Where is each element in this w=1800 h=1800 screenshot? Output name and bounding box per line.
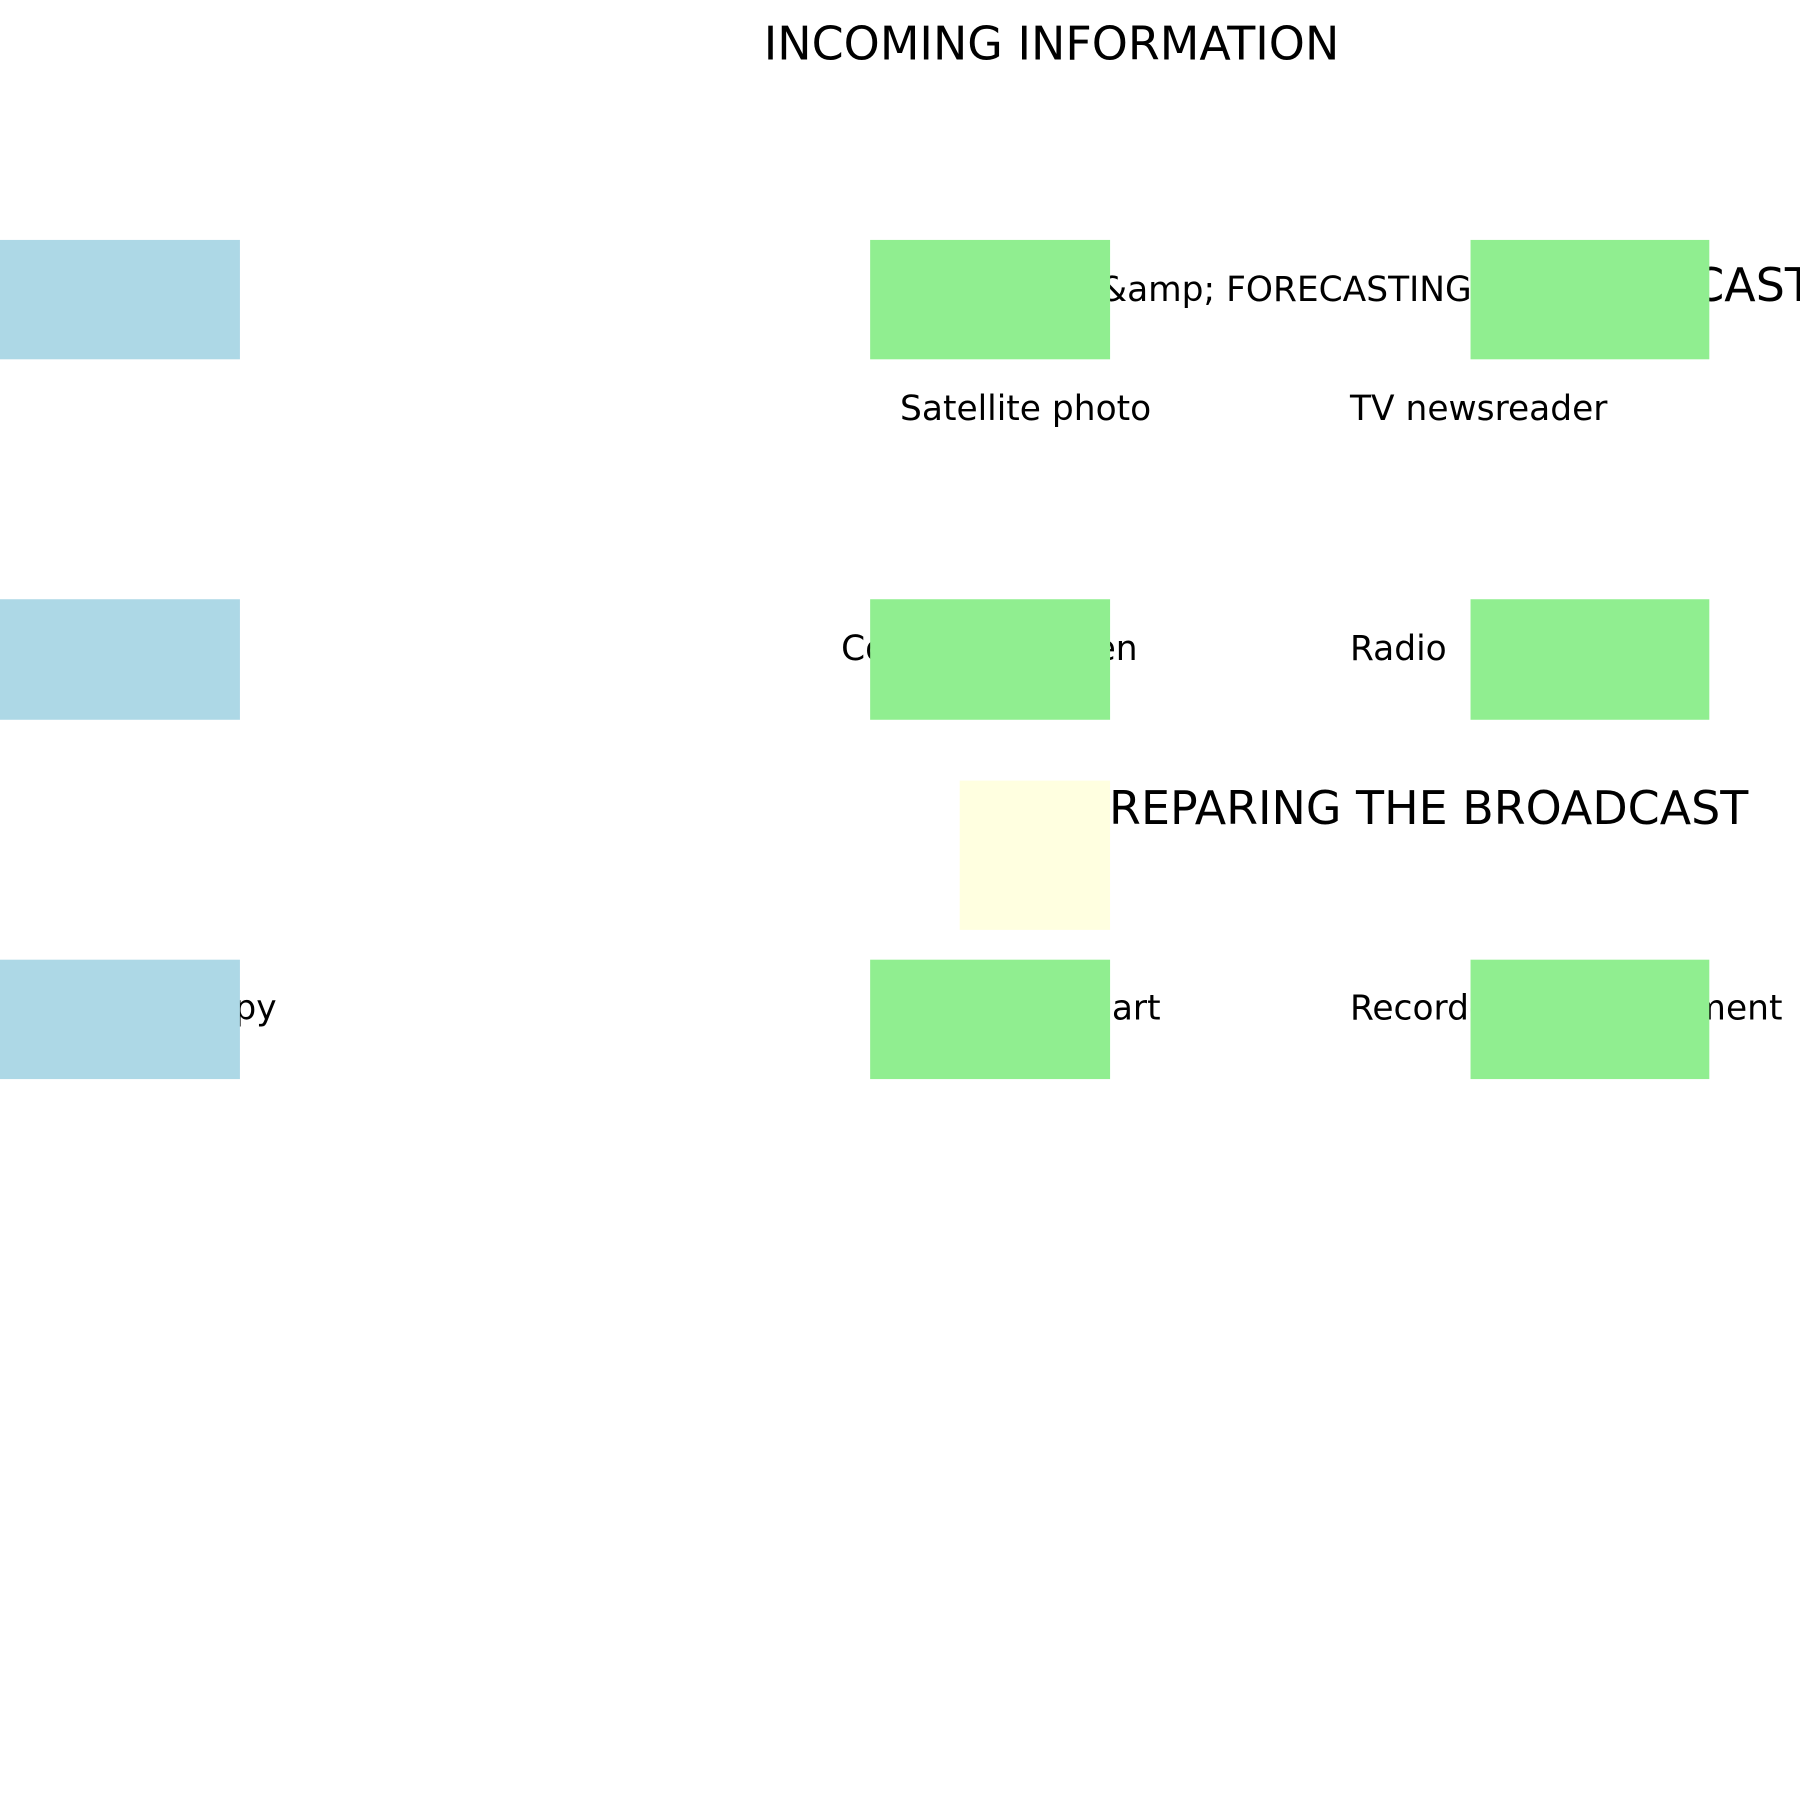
box	[959, 780, 1111, 930]
box	[1470, 599, 1710, 720]
boxes	[0, 239, 1710, 1080]
section-label: PREPARING THE BROADCAST	[1081, 781, 1749, 835]
box	[1470, 959, 1710, 1080]
box	[870, 599, 1111, 720]
item-label: Radio	[1350, 629, 1447, 669]
box	[0, 239, 240, 360]
item-label: TV newsreader	[1349, 389, 1608, 429]
title: INCOMING INFORMATION	[764, 17, 1340, 71]
box	[870, 239, 1111, 360]
box	[0, 599, 240, 720]
box	[1470, 239, 1710, 360]
box	[870, 959, 1111, 1080]
box	[0, 959, 240, 1080]
item-label: Satellite photo	[900, 389, 1151, 429]
